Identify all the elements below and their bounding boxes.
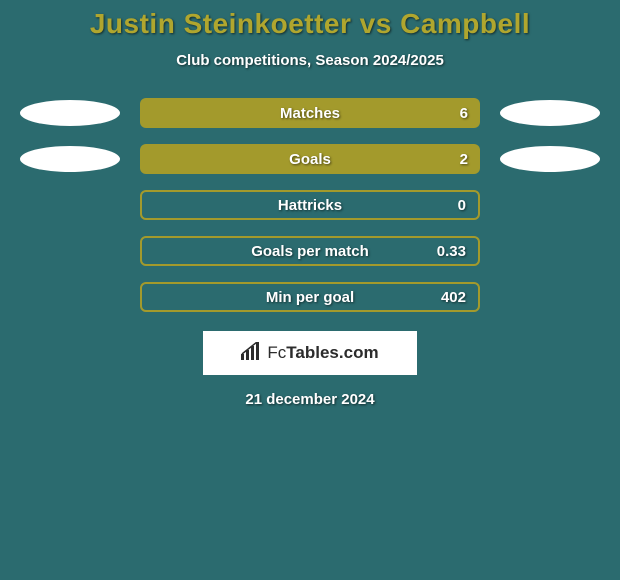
bar-chart-icon xyxy=(241,342,263,365)
stat-row-mpg: Min per goal 402 xyxy=(10,281,610,313)
stat-bar-mpg: Min per goal 402 xyxy=(140,282,480,312)
stat-bar-goals: Goals 2 xyxy=(140,144,480,174)
left-ellipse-matches xyxy=(20,100,120,126)
page-title: Justin Steinkoetter vs Campbell xyxy=(0,8,620,40)
stat-value: 0.33 xyxy=(437,243,466,260)
stat-value: 0 xyxy=(458,197,466,214)
stat-value: 6 xyxy=(460,105,468,122)
stat-bar-matches: Matches 6 xyxy=(140,98,480,128)
right-ellipse-matches xyxy=(500,100,600,126)
stat-row-hattricks: Hattricks 0 xyxy=(10,189,610,221)
stat-label: Goals per match xyxy=(251,243,369,260)
stat-label: Matches xyxy=(280,105,340,122)
footer-date: 21 december 2024 xyxy=(0,391,620,408)
page-subtitle: Club competitions, Season 2024/2025 xyxy=(0,52,620,69)
page-container: Justin Steinkoetter vs Campbell Club com… xyxy=(0,0,620,580)
right-ellipse-goals xyxy=(500,146,600,172)
stat-bar-hattricks: Hattricks 0 xyxy=(140,190,480,220)
brand-box: FcTables.com xyxy=(203,331,417,375)
stat-row-matches: Matches 6 xyxy=(10,97,610,129)
left-ellipse-goals xyxy=(20,146,120,172)
stat-value: 402 xyxy=(441,289,466,306)
brand-text: FcTables.com xyxy=(267,343,378,363)
stat-label: Goals xyxy=(289,151,331,168)
stats-area: Matches 6 Goals 2 Hattricks 0 Goals xyxy=(0,97,620,313)
stat-value: 2 xyxy=(460,151,468,168)
stat-row-goals: Goals 2 xyxy=(10,143,610,175)
stat-row-gpm: Goals per match 0.33 xyxy=(10,235,610,267)
stat-label: Min per goal xyxy=(266,289,354,306)
stat-label: Hattricks xyxy=(278,197,342,214)
stat-bar-gpm: Goals per match 0.33 xyxy=(140,236,480,266)
